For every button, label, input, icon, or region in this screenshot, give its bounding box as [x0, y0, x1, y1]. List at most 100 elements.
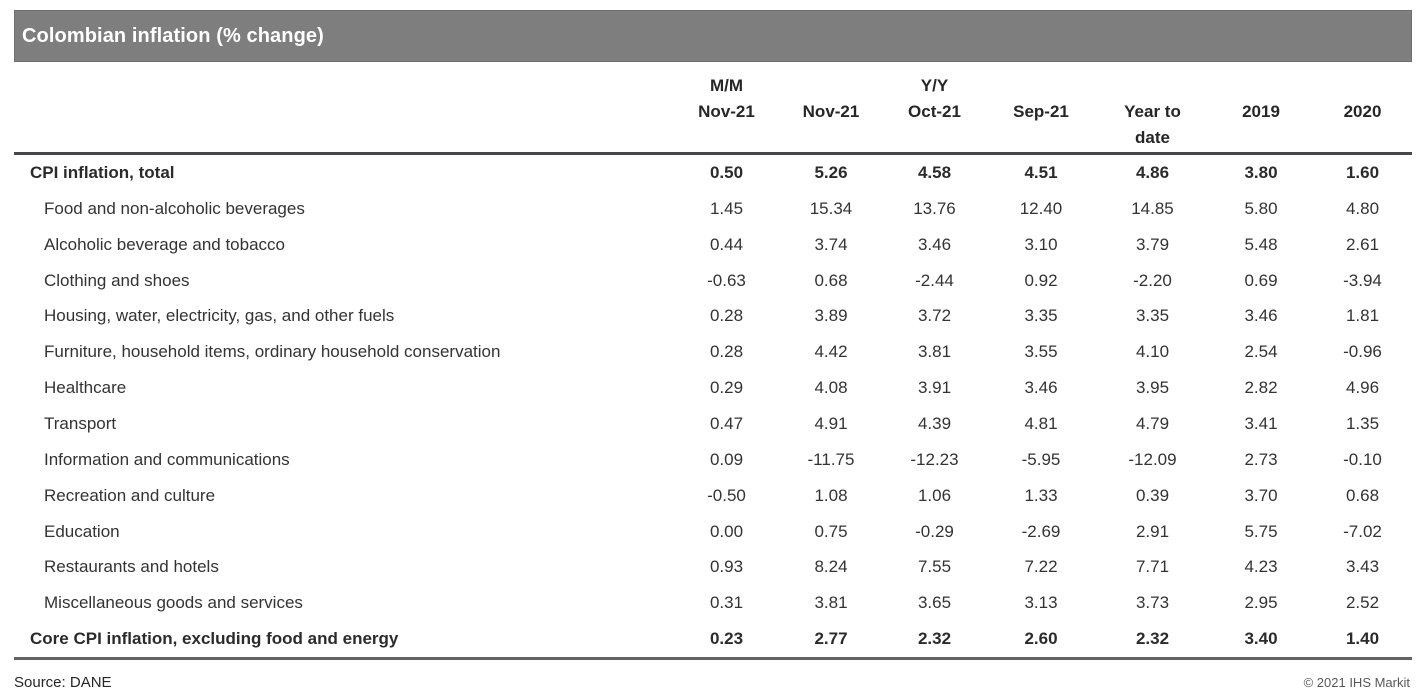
value-cell: 0.50: [709, 162, 744, 182]
value-cell: 0.28: [709, 306, 744, 326]
value-cell: 3.46: [1244, 306, 1278, 326]
value-cell: 7.71: [1135, 557, 1170, 577]
column-header-cell: 2020: [1313, 73, 1412, 152]
value-cell: 3.55: [1024, 342, 1058, 362]
value-cell: 0.69: [1244, 270, 1278, 290]
value-cell: 12.40: [1019, 198, 1063, 218]
row-label: Education: [44, 521, 120, 541]
value-cell: 2.61: [1345, 234, 1380, 254]
row-label: Transport: [44, 413, 117, 433]
value-cell: 5.75: [1244, 521, 1278, 541]
table-row: Information and communications 0.09 -11.75…: [14, 442, 1412, 478]
value-cell: 2.91: [1135, 521, 1170, 541]
table-title: Colombian inflation (% change): [22, 24, 324, 47]
value-cell: -0.10: [1343, 449, 1382, 469]
value-cell: 2.60: [1024, 629, 1058, 649]
value-cell: -0.96: [1343, 342, 1382, 362]
column-header-cell: Y/Y Oct-21: [883, 73, 986, 152]
value-cell: 5.48: [1244, 234, 1278, 254]
value-cell: 0.47: [709, 413, 744, 433]
value-cell: 3.95: [1135, 378, 1170, 398]
column-header: Year to date: [1124, 102, 1181, 147]
row-label: Alcoholic beverage and tobacco: [44, 234, 285, 254]
value-cell: -2.69: [1021, 521, 1061, 541]
value-cell: -0.50: [707, 485, 746, 505]
copyright-note: © 2021 IHS Markit: [1303, 674, 1410, 690]
value-cell: 4.23: [1244, 557, 1278, 577]
footer: Source: DANE © 2021 IHS Markit: [14, 667, 1412, 697]
value-cell: 3.46: [917, 234, 952, 254]
table-row: Food and non-alcoholic beverages 1.45 15.3…: [14, 191, 1412, 227]
table-row: Miscellaneous goods and services 0.31 3.81…: [14, 585, 1412, 621]
value-cell: 8.24: [814, 557, 848, 577]
value-cell: 3.74: [814, 234, 848, 254]
value-cell: 1.35: [1345, 413, 1380, 433]
value-cell: 1.40: [1345, 629, 1380, 649]
column-header-cell: 2019: [1209, 73, 1313, 152]
value-cell: 2.52: [1345, 593, 1380, 613]
value-cell: 13.76: [913, 198, 956, 218]
value-cell: 4.39: [917, 413, 952, 433]
value-cell: 3.65: [917, 593, 952, 613]
value-cell: 2.73: [1244, 449, 1278, 469]
row-label: CPI inflation, total: [30, 162, 175, 182]
value-cell: 2.32: [917, 629, 952, 649]
value-cell: 5.26: [814, 162, 848, 182]
value-cell: 3.81: [814, 593, 848, 613]
value-cell: -11.75: [807, 449, 855, 469]
value-cell: 3.81: [917, 342, 952, 362]
value-cell: 0.44: [709, 234, 744, 254]
value-cell: 4.80: [1345, 198, 1380, 218]
value-cell: 3.46: [1024, 378, 1058, 398]
value-cell: -2.20: [1133, 270, 1172, 290]
value-cell: 3.91: [917, 378, 952, 398]
value-cell: 4.86: [1135, 162, 1170, 182]
value-cell: -0.63: [707, 270, 746, 290]
value-cell: 3.43: [1345, 557, 1380, 577]
value-cell: 3.72: [917, 306, 952, 326]
value-cell: 0.00: [709, 521, 744, 541]
table-row: Housing, water, electricity, gas, and ot…: [14, 298, 1412, 334]
value-cell: 0.23: [709, 629, 744, 649]
value-cell: 3.10: [1024, 234, 1058, 254]
table-row: Furniture, household items, ordinary hou…: [14, 334, 1412, 370]
value-cell: 4.81: [1024, 413, 1058, 433]
value-cell: -2.44: [915, 270, 954, 290]
value-cell: 0.92: [1024, 270, 1058, 290]
value-cell: 2.54: [1244, 342, 1278, 362]
value-cell: 3.89: [814, 306, 848, 326]
value-cell: 3.79: [1135, 234, 1170, 254]
value-cell: 3.70: [1244, 485, 1278, 505]
column-header-cell: M/M Nov-21: [674, 73, 779, 152]
value-cell: 4.42: [814, 342, 848, 362]
value-cell: 3.35: [1135, 306, 1170, 326]
value-cell: 2.82: [1244, 378, 1278, 398]
table-row: Clothing and shoes -0.63 0.68 -2.44 0.92 -2.2…: [14, 263, 1412, 299]
value-cell: 4.58: [917, 162, 952, 182]
value-cell: 15.34: [809, 198, 853, 218]
column-header: Nov-21: [802, 102, 860, 121]
value-cell: 4.79: [1135, 413, 1170, 433]
table-row: Core CPI inflation, excluding food and e…: [14, 621, 1412, 657]
value-cell: 3.80: [1244, 162, 1278, 182]
value-cell: -7.02: [1343, 521, 1382, 541]
table-body: CPI inflation, total 0.50 5.26 4.58 4.51 4.86…: [14, 155, 1412, 657]
row-label: Core CPI inflation, excluding food and e…: [30, 629, 399, 649]
table-row: CPI inflation, total 0.50 5.26 4.58 4.51 4.86…: [14, 155, 1412, 191]
row-label: Food and non-alcoholic beverages: [44, 198, 305, 218]
row-label: Furniture, household items, ordinary hou…: [44, 342, 501, 362]
column-header: 2020: [1343, 102, 1382, 121]
value-cell: -12.09: [1128, 449, 1177, 469]
column-header-cell: Nov-21: [779, 73, 883, 152]
value-cell: 0.28: [709, 342, 744, 362]
value-cell: 1.60: [1345, 162, 1380, 182]
value-cell: 3.40: [1244, 629, 1278, 649]
value-cell: -5.95: [1021, 449, 1061, 469]
table-row: Alcoholic beverage and tobacco 0.44 3.74 3.…: [14, 227, 1412, 263]
row-label: Recreation and culture: [44, 485, 216, 505]
column-group-label: M/M: [709, 76, 744, 95]
value-cell: 3.41: [1244, 413, 1278, 433]
value-cell: -3.94: [1343, 270, 1382, 290]
value-cell: 5.80: [1244, 198, 1278, 218]
